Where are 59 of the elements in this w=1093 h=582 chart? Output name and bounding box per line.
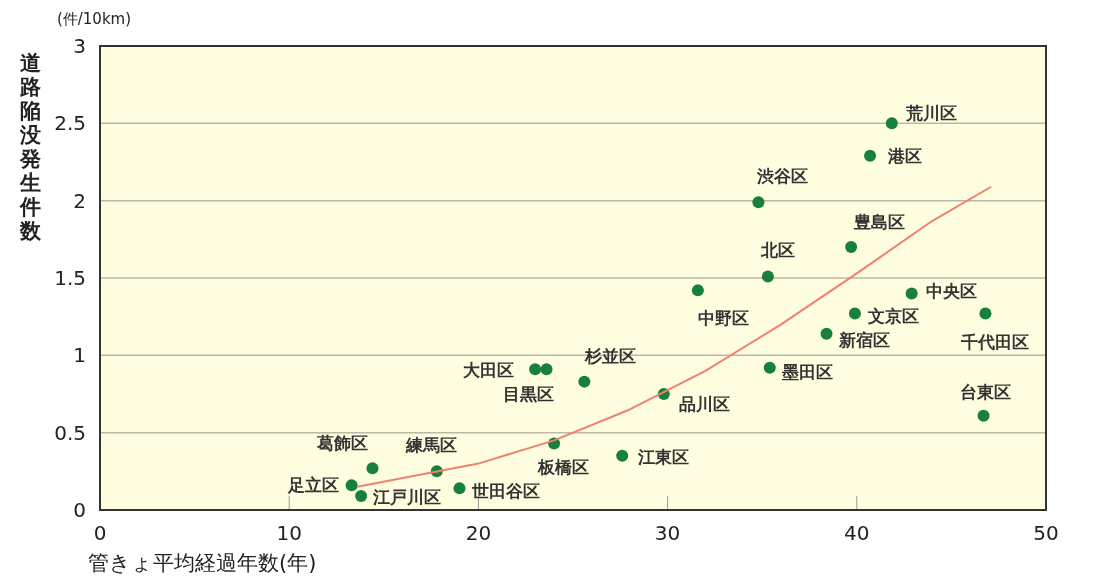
point (864, 149, 877, 162)
annotation: 江東区 (637, 446, 690, 467)
x-axis-title: 管きょ平均経過年数(年) (88, 551, 317, 575)
annotation: 目黒区 (503, 384, 555, 405)
annotation: 中央区 (925, 281, 977, 302)
annotation: 港区 (887, 145, 923, 166)
annotation: 墨田区 (780, 361, 833, 382)
point (345, 479, 358, 492)
point (616, 449, 629, 462)
y-tick-label: 3 (73, 34, 86, 58)
annotation: 足立区 (286, 475, 339, 496)
y-axis-title: 道路陥没発生件数 (18, 51, 42, 243)
text: (件/10km) (56, 10, 132, 28)
point (885, 117, 898, 130)
point (979, 307, 992, 320)
point (820, 327, 833, 340)
annotation: 新宿区 (837, 329, 890, 350)
annotation: 葛飾区 (315, 433, 368, 454)
annotation: 荒川区 (904, 103, 957, 124)
point (691, 284, 704, 297)
point (540, 363, 553, 376)
point (529, 363, 542, 376)
annotation: 渋谷区 (755, 166, 808, 187)
point (905, 287, 918, 300)
point (845, 241, 858, 254)
point (848, 307, 861, 320)
annotation: 豊島区 (852, 212, 905, 233)
point (752, 196, 765, 209)
annotation: 世田谷区 (471, 481, 541, 502)
annotation: 練馬区 (405, 435, 458, 456)
point (355, 490, 368, 503)
point (366, 462, 379, 475)
x-tick-label: 30 (654, 521, 681, 545)
point (453, 482, 466, 495)
x-tick-label: 0 (93, 521, 107, 545)
y-tick-label: 2.5 (54, 111, 86, 136)
annotation: 品川区 (678, 394, 730, 414)
annotation: 千代田区 (960, 331, 1030, 352)
y-tick-label: 1.5 (54, 266, 86, 290)
x-tick-label: 50 (1033, 521, 1059, 545)
point (578, 375, 591, 388)
point (761, 270, 774, 283)
point (977, 409, 990, 422)
annotation: 大田区 (463, 360, 515, 381)
annotation: 江戸川区 (372, 487, 442, 508)
y-tick-label: 2 (73, 188, 86, 213)
x-tick-label: 10 (276, 521, 302, 545)
y-tick-label: 0 (73, 498, 86, 522)
y-tick-label: 0.5 (54, 420, 86, 445)
x-tick-label: 40 (844, 521, 870, 545)
annotation: 北区 (759, 240, 795, 261)
annotation: 板橋区 (536, 457, 589, 478)
annotation: 中野区 (698, 308, 750, 329)
y-tick-label: 1 (73, 343, 86, 368)
point (763, 361, 776, 374)
annotation: 文京区 (866, 305, 919, 326)
annotation: 杉並区 (583, 345, 636, 366)
x-tick-label: 20 (465, 521, 492, 545)
annotation: 台東区 (960, 381, 1012, 402)
